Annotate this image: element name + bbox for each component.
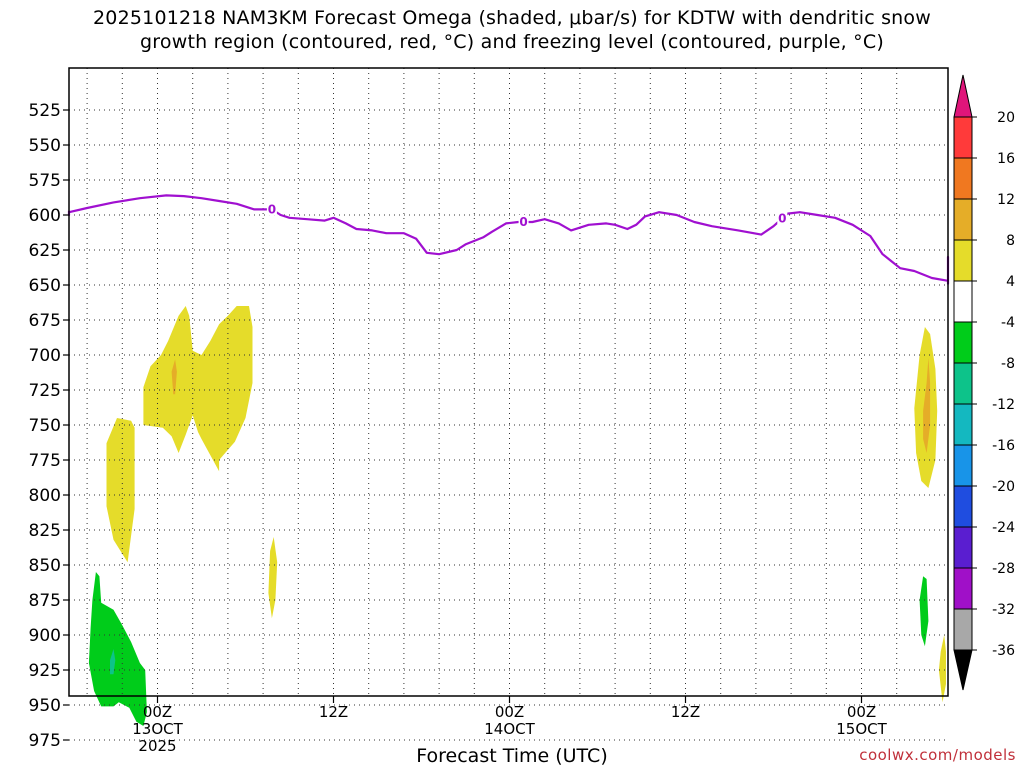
y-tick-label: 650: [29, 276, 61, 296]
colorbar-bin: [953, 567, 973, 610]
colorbar-bin: [953, 362, 973, 405]
colorbar-bin: [953, 526, 973, 569]
colorbar-bin: [953, 239, 973, 282]
y-tick-label: 800: [29, 486, 61, 506]
omega-region: [171, 359, 177, 395]
x-tick-label: 15OCT: [836, 720, 887, 738]
y-tick-label: 850: [29, 556, 61, 576]
colorbar-tick-label: 4: [1006, 274, 1015, 290]
y-tick-label: 750: [29, 416, 61, 436]
freezing-level-label-bg: [777, 211, 788, 225]
omega-shading-layer: [88, 306, 946, 726]
freezing-level-label: 0: [519, 215, 527, 229]
y-tick-label: 550: [29, 136, 61, 156]
plot-frame: [68, 67, 949, 697]
x-tick-label: 13OCT: [132, 720, 183, 738]
colorbar-tick-label: -16: [992, 438, 1015, 454]
x-axis-title: Forecast Time (UTC): [416, 745, 608, 767]
x-tick-label: 2025: [138, 737, 176, 755]
y-tick-label: 675: [29, 311, 61, 331]
colorbar-tick-label: -24: [992, 520, 1015, 536]
omega-region: [938, 635, 946, 703]
omega-region: [106, 418, 135, 563]
chart-title: 2025101218 NAM3KM Forecast Omega (shaded…: [0, 6, 1024, 54]
x-tick-label: 12Z: [319, 703, 348, 721]
colorbar-tick-label: -32: [992, 602, 1015, 618]
colorbar: 20 16 12 8 4 -4 -8 -12 -16 -20 -24 -28 -32 -36: [953, 74, 1015, 691]
colorbar-bin: [953, 321, 973, 364]
title-line-1: 2025101218 NAM3KM Forecast Omega (shaded…: [93, 7, 931, 29]
y-tick-label: 775: [29, 451, 61, 471]
x-tick-label: 00Z: [495, 703, 524, 721]
colorbar-bin: [953, 280, 973, 323]
colorbar-tick-label: -4: [1001, 315, 1015, 331]
y-tick-label: 525: [29, 101, 61, 121]
y-tick-label: 950: [29, 696, 61, 716]
x-tick-label: 14OCT: [484, 720, 535, 738]
colorbar-tick-label: 12: [997, 192, 1015, 208]
colorbar-bin: [953, 116, 973, 159]
y-tick-label: 825: [29, 521, 61, 541]
y-tick-label: 925: [29, 661, 61, 681]
omega-region: [268, 537, 278, 619]
y-tick-label: 575: [29, 171, 61, 191]
y-axis: 525 550 575 600 625 650 675 700 725 750 775 800 825 8…: [18, 101, 69, 768]
y-tick-label: 700: [29, 346, 61, 366]
omega-region: [88, 572, 147, 726]
colorbar-bin: [953, 444, 973, 487]
freezing-level-label: 0: [778, 211, 786, 225]
y-tick-label: 875: [29, 591, 61, 611]
y-tick-label: 1000: [18, 766, 61, 768]
credit-text: coolwx.com/models: [859, 746, 1016, 764]
y-tick-label: 900: [29, 626, 61, 646]
freezing-level-label-bg: [266, 202, 277, 216]
colorbar-bin: [953, 198, 973, 241]
colorbar-bin: [953, 157, 973, 200]
freezing-level-label: 0: [268, 202, 276, 216]
x-tick-label: 00Z: [143, 703, 172, 721]
freezing-level-line: [67, 194, 950, 285]
colorbar-tick-label: 8: [1006, 233, 1015, 249]
omega-region: [143, 306, 253, 472]
y-tick-label: 725: [29, 381, 61, 401]
colorbar-tick-label: -8: [1001, 356, 1015, 372]
y-tick-label: 975: [29, 731, 61, 751]
freezing-level-label-bg: [518, 215, 529, 228]
colorbar-bottom-arrow: [953, 649, 973, 691]
colorbar-tick-label: -20: [992, 479, 1015, 495]
y-tick-label: 625: [29, 241, 61, 261]
freezing-level-layer: 0 0 0: [67, 194, 950, 285]
colorbar-tick-label: -12: [992, 397, 1015, 413]
omega-region: [923, 357, 931, 453]
colorbar-bin: [953, 485, 973, 528]
colorbar-tick-label: 16: [997, 151, 1015, 167]
title-line-2: growth region (contoured, red, °C) and f…: [140, 31, 884, 53]
colorbar-tick-label: -36: [992, 643, 1015, 659]
colorbar-tick-label: -28: [992, 561, 1015, 577]
x-tick-label: 00Z: [847, 703, 876, 721]
omega-region: [919, 576, 929, 647]
colorbar-bin: [953, 403, 973, 446]
colorbar-top-arrow: [953, 74, 973, 118]
colorbar-bin: [953, 608, 973, 651]
y-tick-label: 600: [29, 206, 61, 226]
colorbar-tick-label: 20: [997, 110, 1015, 126]
x-tick-label: 12Z: [671, 703, 700, 721]
omega-region: [110, 649, 116, 675]
